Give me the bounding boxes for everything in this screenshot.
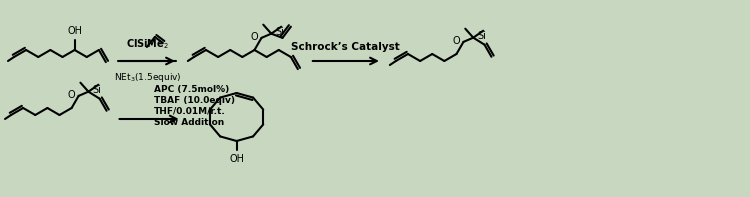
Text: APC (7.5mol%): APC (7.5mol%): [154, 85, 230, 94]
Text: O: O: [68, 90, 76, 100]
Text: Si: Si: [275, 27, 284, 37]
Text: Si: Si: [92, 85, 101, 95]
Text: OH: OH: [67, 26, 82, 36]
Text: Schrock’s Catalyst: Schrock’s Catalyst: [292, 42, 400, 52]
Text: Slow Addition: Slow Addition: [154, 117, 224, 126]
Text: TBAF (10.0eqiv): TBAF (10.0eqiv): [154, 96, 235, 104]
Text: O: O: [251, 32, 259, 42]
Text: NEt$_3$(1.5equiv): NEt$_3$(1.5equiv): [114, 71, 182, 84]
Text: O: O: [453, 36, 460, 46]
Text: ClSiMe$_2$: ClSiMe$_2$: [127, 37, 170, 51]
Text: OH: OH: [229, 154, 244, 164]
Text: THF/0.01M/r.t.: THF/0.01M/r.t.: [154, 107, 226, 115]
Text: Si: Si: [477, 31, 486, 41]
